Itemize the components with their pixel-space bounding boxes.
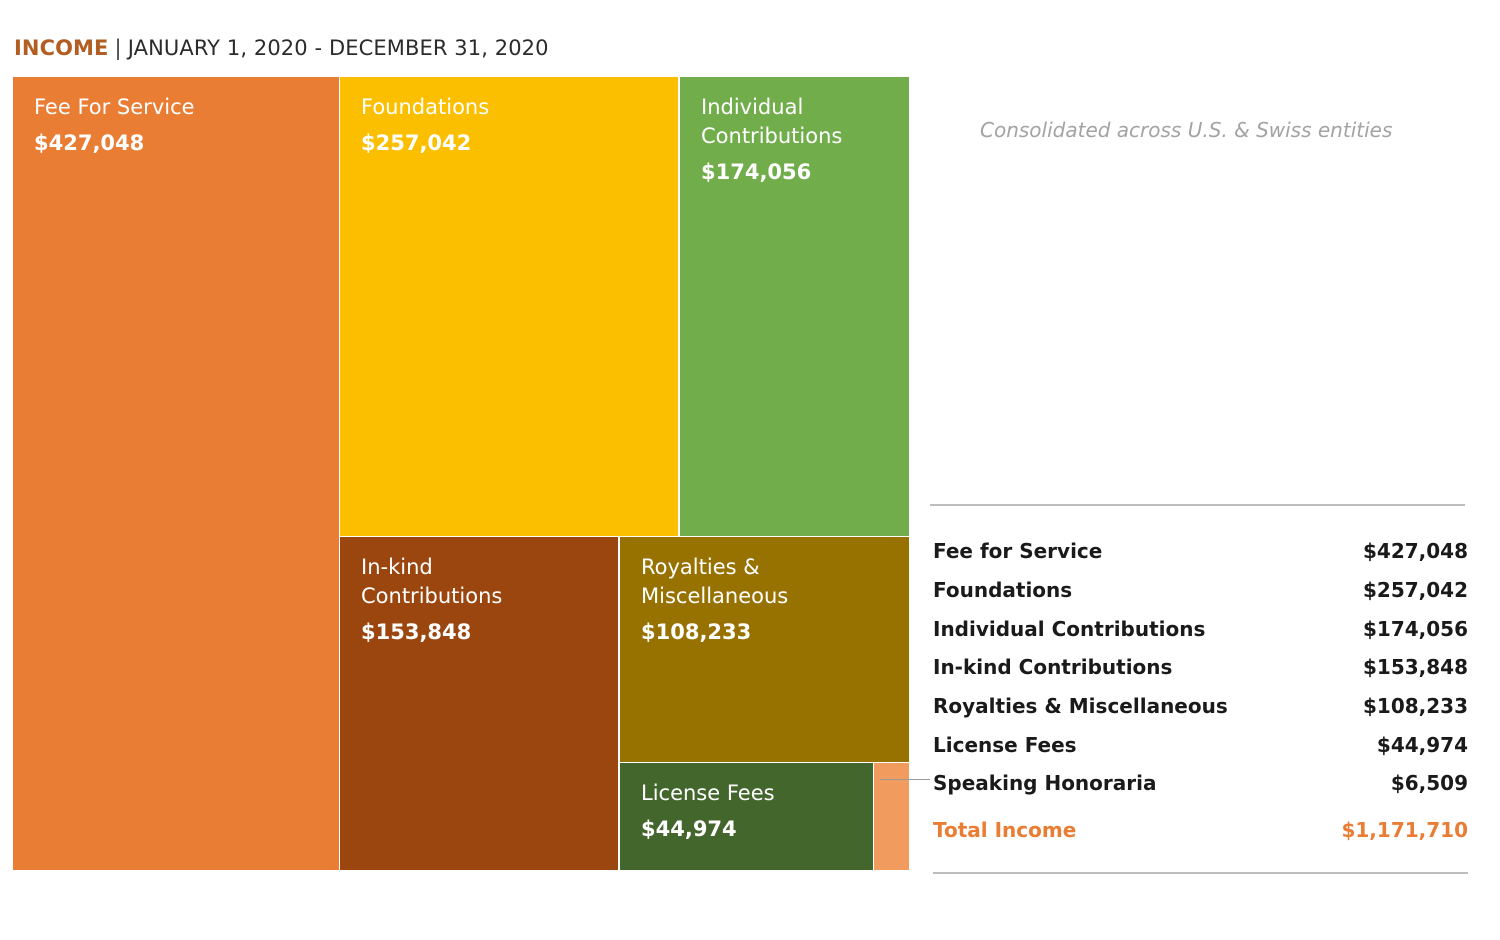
table-row: In-kind Contributions $153,848 <box>933 648 1468 687</box>
row-value: $108,233 <box>1362 694 1468 719</box>
tile-value: $44,974 <box>641 817 737 841</box>
tile-label: License Fees <box>641 781 775 805</box>
tile-label: Miscellaneous <box>641 584 788 608</box>
row-value: $153,848 <box>1362 655 1468 680</box>
title-separator: | <box>114 36 122 60</box>
tile-label: Royalties & <box>641 555 760 579</box>
row-label: Fee for Service <box>933 539 1103 564</box>
table-row: License Fees $44,974 <box>933 725 1468 764</box>
row-label: In-kind Contributions <box>933 655 1173 680</box>
chart-period: JANUARY 1, 2020 - DECEMBER 31, 2020 <box>127 36 549 60</box>
table-row: Royalties & Miscellaneous $108,233 <box>933 687 1468 726</box>
tile-royalties-miscellaneous: Royalties & Miscellaneous $108,233 <box>620 537 909 762</box>
tile-label: Contributions <box>701 124 842 148</box>
tile-rect <box>340 537 618 870</box>
tile-label: Contributions <box>361 584 502 608</box>
tile-rect <box>874 763 909 870</box>
tile-fee-for-service: Fee For Service $427,048 <box>13 77 339 870</box>
row-label: Royalties & Miscellaneous <box>933 694 1228 719</box>
income-table: Fee for Service $427,048 Foundations $25… <box>933 532 1468 803</box>
tile-value: $153,848 <box>361 620 471 644</box>
row-value: $174,056 <box>1362 616 1468 641</box>
tile-label: In-kind <box>361 555 433 579</box>
tile-individual-contributions: Individual Contributions $174,056 <box>680 77 909 536</box>
total-income-row: Total Income $1,171,710 <box>933 818 1468 842</box>
table-bottom-divider <box>933 872 1468 874</box>
tile-rect <box>620 537 909 762</box>
row-label: Individual Contributions <box>933 616 1206 641</box>
tile-license-fees: License Fees $44,974 <box>620 763 873 870</box>
row-value: $257,042 <box>1362 578 1468 603</box>
row-label: License Fees <box>933 732 1077 757</box>
table-row: Speaking Honoraria $6,509 <box>933 764 1468 803</box>
speaking-honoraria-leader-line <box>880 779 930 780</box>
chart-title: INCOME <box>14 36 109 60</box>
tile-value: $108,233 <box>641 620 751 644</box>
total-value: $1,171,710 <box>1341 818 1468 842</box>
table-top-divider <box>930 504 1465 506</box>
consolidation-note: Consolidated across U.S. & Swiss entitie… <box>980 118 1393 142</box>
tile-label: Individual <box>701 95 803 119</box>
row-value: $44,974 <box>1376 732 1468 757</box>
table-row: Individual Contributions $174,056 <box>933 609 1468 648</box>
tile-rect <box>680 77 909 536</box>
total-label: Total Income <box>933 818 1077 842</box>
row-value: $427,048 <box>1362 539 1468 564</box>
tile-value: $427,048 <box>34 131 144 155</box>
row-label: Speaking Honoraria <box>933 771 1157 796</box>
tile-in-kind-contributions: In-kind Contributions $153,848 <box>340 537 618 870</box>
row-value: $6,509 <box>1390 771 1468 796</box>
tile-rect <box>620 763 873 870</box>
tile-label: Foundations <box>361 95 489 119</box>
tile-value: $174,056 <box>701 160 811 184</box>
chart-header: INCOME | JANUARY 1, 2020 - DECEMBER 31, 20… <box>14 36 549 60</box>
tile-rect <box>340 77 678 536</box>
tile-value: $257,042 <box>361 131 471 155</box>
table-row: Foundations $257,042 <box>933 571 1468 610</box>
tile-foundations: Foundations $257,042 <box>340 77 678 536</box>
table-row: Fee for Service $427,048 <box>933 532 1468 571</box>
row-label: Foundations <box>933 578 1073 603</box>
tile-label: Fee For Service <box>34 95 195 119</box>
tile-rect <box>13 77 339 870</box>
tile-speaking-honoraria <box>874 763 909 870</box>
